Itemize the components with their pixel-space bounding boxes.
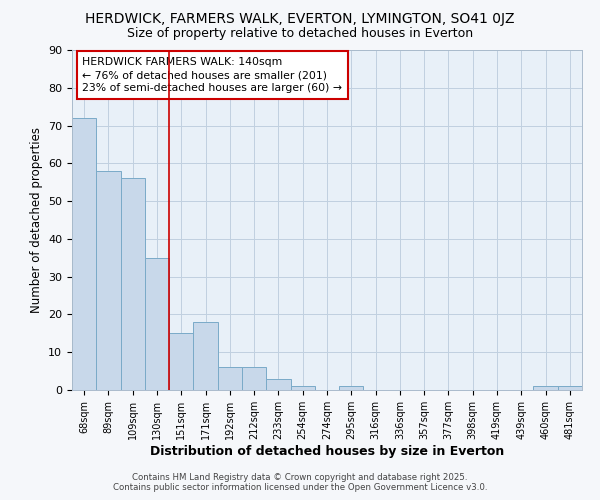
Bar (145, 258, 169, 390)
Text: Contains HM Land Registry data © Crown copyright and database right 2025.
Contai: Contains HM Land Registry data © Crown c… (113, 473, 487, 492)
Bar (96, 171, 121, 390)
Bar (121, 178, 145, 390)
Text: HERDWICK, FARMERS WALK, EVERTON, LYMINGTON, SO41 0JZ: HERDWICK, FARMERS WALK, EVERTON, LYMINGT… (85, 12, 515, 26)
Bar (218, 368, 242, 390)
Bar (533, 386, 558, 390)
Text: Size of property relative to detached houses in Everton: Size of property relative to detached ho… (127, 28, 473, 40)
Bar (339, 386, 364, 390)
Y-axis label: Number of detached properties: Number of detached properties (29, 127, 43, 313)
Bar (242, 368, 266, 390)
Bar (558, 386, 582, 390)
Bar (290, 386, 315, 390)
Text: HERDWICK FARMERS WALK: 140sqm
← 76% of detached houses are smaller (201)
23% of : HERDWICK FARMERS WALK: 140sqm ← 76% of d… (82, 57, 342, 93)
Bar (193, 322, 218, 390)
Bar (72, 118, 96, 390)
Bar (169, 334, 193, 390)
Bar (266, 378, 290, 390)
X-axis label: Distribution of detached houses by size in Everton: Distribution of detached houses by size … (150, 444, 504, 458)
